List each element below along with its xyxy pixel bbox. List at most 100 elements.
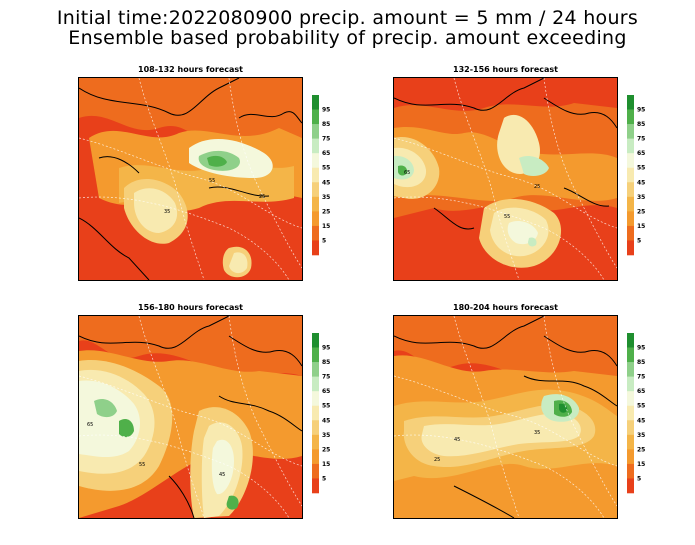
colorbar-label: 35 <box>637 194 645 201</box>
colorbar-label: 5 <box>322 237 326 244</box>
colorbar-swatch <box>312 109 319 125</box>
colorbar-label: 5 <box>637 237 641 244</box>
colorbar-swatch <box>627 240 634 256</box>
probability-map: 45 35 25 <box>393 315 618 519</box>
colorbar-swatch <box>627 95 634 110</box>
forecast-panel-3: 156-180 hours forecast 65 55 45 95 85 75 65… <box>78 303 378 533</box>
chart-title-line2: Ensemble based probability of precip. am… <box>68 27 627 49</box>
colorbar-swatch <box>627 347 634 363</box>
colorbar-swatch <box>312 362 319 377</box>
chart-title-line1: Initial time:2022080900 precip. amount =… <box>56 7 639 29</box>
colorbar-swatch <box>627 391 634 407</box>
colorbar-swatch <box>312 463 319 479</box>
colorbar-label: 25 <box>637 208 645 215</box>
colorbar-label: 45 <box>322 417 330 424</box>
colorbar-swatch <box>627 434 634 450</box>
colorbar-swatch <box>312 391 319 407</box>
colorbar-swatch <box>312 240 319 256</box>
forecast-panel-1: 108-132 hours forecast 55 35 25 95 85 75 65… <box>78 65 378 295</box>
colorbar-label: 15 <box>322 223 330 230</box>
colorbar-swatch <box>627 167 634 183</box>
colorbar-swatch <box>312 124 319 139</box>
contour-label: 45 <box>454 437 460 443</box>
colorbar-swatch <box>627 420 634 436</box>
panel-title: 132-156 hours forecast <box>453 65 558 74</box>
colorbar-label: 65 <box>637 150 645 157</box>
colorbar-swatch <box>627 478 634 494</box>
colorbar: 95 85 75 65 55 45 35 25 15 5 <box>312 333 336 494</box>
colorbar-label: 55 <box>322 403 330 410</box>
panel-title: 180-204 hours forecast <box>453 303 558 312</box>
colorbar-swatch <box>312 449 319 465</box>
contour-label: 55 <box>209 178 215 184</box>
colorbar-swatch <box>312 225 319 241</box>
colorbar-label: 95 <box>322 345 330 352</box>
colorbar-label: 55 <box>637 403 645 410</box>
contour-label: 45 <box>219 472 225 478</box>
colorbar: 95 85 75 65 55 45 35 25 15 5 <box>312 95 336 256</box>
probability-map: 65 55 25 <box>393 77 618 281</box>
contour-label: 35 <box>164 209 170 215</box>
colorbar-label: 45 <box>322 179 330 186</box>
colorbar-swatch <box>627 449 634 465</box>
colorbar-swatch <box>627 153 634 169</box>
colorbar-swatch <box>312 347 319 363</box>
colorbar-swatch <box>627 196 634 212</box>
colorbar-label: 25 <box>322 208 330 215</box>
colorbar-swatch <box>312 478 319 494</box>
colorbar-label: 15 <box>637 223 645 230</box>
colorbar-swatch <box>627 333 634 348</box>
colorbar-swatch <box>312 167 319 183</box>
colorbar-swatch <box>627 362 634 377</box>
colorbar-label: 95 <box>637 107 645 114</box>
colorbar-swatch <box>312 420 319 436</box>
contour-label: 65 <box>87 422 93 428</box>
colorbar-label: 35 <box>637 432 645 439</box>
colorbar-label: 65 <box>322 388 330 395</box>
colorbar-label: 75 <box>637 136 645 143</box>
contour-label: 65 <box>404 170 410 176</box>
colorbar-label: 65 <box>322 150 330 157</box>
colorbar-swatch <box>312 376 319 392</box>
colorbar-label: 75 <box>637 374 645 381</box>
colorbar: 95 85 75 65 55 45 35 25 15 5 <box>627 333 651 494</box>
colorbar-swatch <box>627 405 634 421</box>
colorbar-swatch <box>312 434 319 450</box>
contour-label: 35 <box>534 430 540 436</box>
contour-label: 25 <box>259 194 265 200</box>
colorbar-swatch <box>627 124 634 139</box>
colorbar-label: 55 <box>637 165 645 172</box>
colorbar-label: 45 <box>637 417 645 424</box>
colorbar-swatch <box>312 333 319 348</box>
colorbar-label: 25 <box>637 446 645 453</box>
colorbar-label: 85 <box>637 121 645 128</box>
colorbar-swatch <box>312 138 319 154</box>
contour-label: 55 <box>504 214 510 220</box>
colorbar-swatch <box>627 211 634 227</box>
contour-label: 25 <box>434 457 440 463</box>
forecast-panel-4: 180-204 hours forecast 45 35 25 95 85 75 65… <box>393 303 693 533</box>
colorbar-swatch <box>312 95 319 110</box>
colorbar-swatch <box>312 182 319 198</box>
probability-map: 55 35 25 <box>78 77 303 281</box>
colorbar-label: 85 <box>322 359 330 366</box>
colorbar-swatch <box>312 196 319 212</box>
colorbar-label: 25 <box>322 446 330 453</box>
colorbar-swatch <box>312 405 319 421</box>
colorbar-label: 75 <box>322 136 330 143</box>
contour-label: 25 <box>534 184 540 190</box>
colorbar-swatch <box>627 376 634 392</box>
colorbar: 95 85 75 65 55 45 35 25 15 5 <box>627 95 651 256</box>
colorbar-swatch <box>627 225 634 241</box>
colorbar-swatch <box>627 463 634 479</box>
colorbar-swatch <box>627 182 634 198</box>
colorbar-label: 85 <box>322 121 330 128</box>
colorbar-label: 75 <box>322 374 330 381</box>
panel-title: 156-180 hours forecast <box>138 303 243 312</box>
colorbar-label: 45 <box>637 179 645 186</box>
contour-label: 55 <box>139 462 145 468</box>
forecast-panel-2: 132-156 hours forecast 65 55 25 95 85 75 65… <box>393 65 693 295</box>
colorbar-swatch <box>627 138 634 154</box>
colorbar-label: 95 <box>322 107 330 114</box>
colorbar-label: 5 <box>322 475 326 482</box>
